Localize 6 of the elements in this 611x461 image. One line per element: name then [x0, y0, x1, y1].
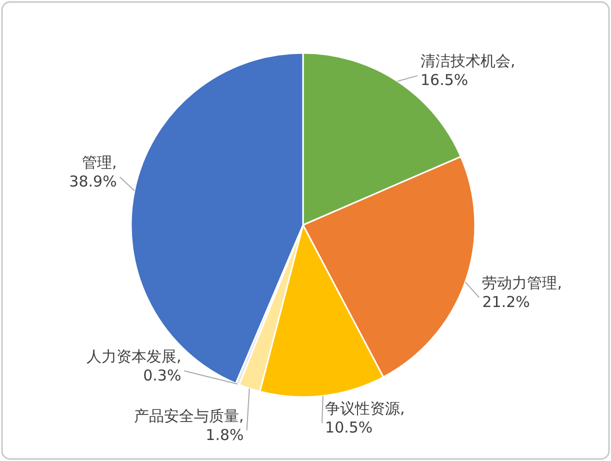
slice-label: 管理, 38.9%: [69, 153, 117, 190]
slice-label: 劳动力管理, 21.2%: [482, 274, 562, 312]
slice-label: 产品安全与质量, 1.8%: [134, 407, 244, 444]
slice-label: 清洁技术机会, 16.5%: [420, 52, 516, 90]
slice-label: 人力资本发展, 0.3%: [86, 347, 182, 384]
slice-label: 争议性资源, 10.5%: [325, 400, 405, 437]
